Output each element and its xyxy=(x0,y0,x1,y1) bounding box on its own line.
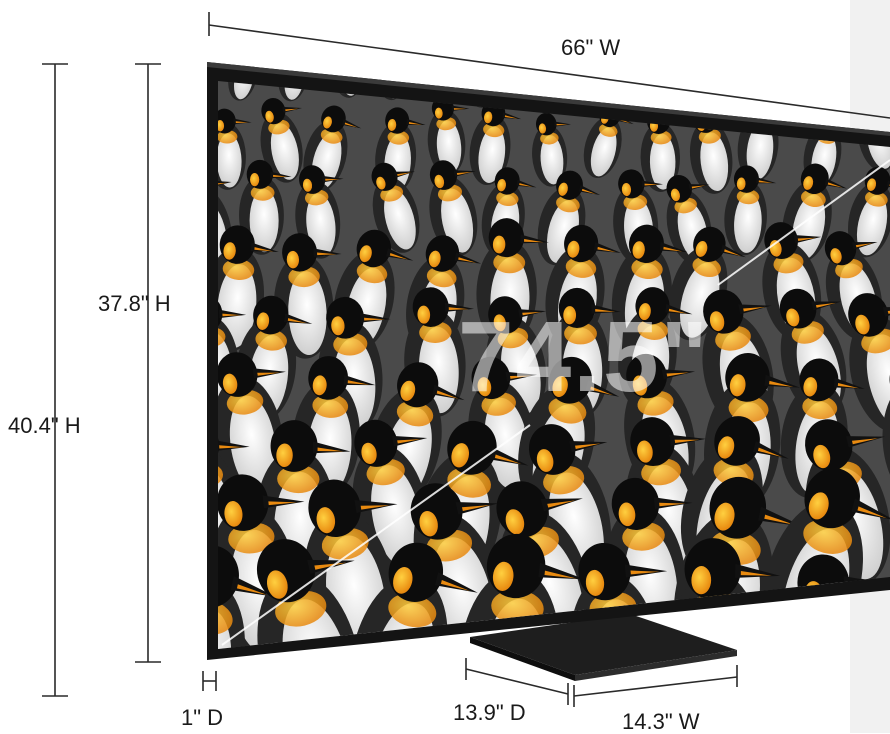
width-label: 66" W xyxy=(561,36,620,60)
total-height-label: 40.4" H xyxy=(8,414,81,438)
panel-depth-label: 1" D xyxy=(181,706,223,730)
panel-depth-line xyxy=(203,671,216,691)
screen-height-label: 37.8" H xyxy=(98,292,171,316)
diagonal-label: 74.5" xyxy=(458,302,710,412)
total-height-line xyxy=(42,64,68,696)
stand-width-label: 14.3" W xyxy=(622,710,700,734)
stand-depth-label: 13.9" D xyxy=(453,701,526,725)
screen-height-line xyxy=(135,64,161,662)
